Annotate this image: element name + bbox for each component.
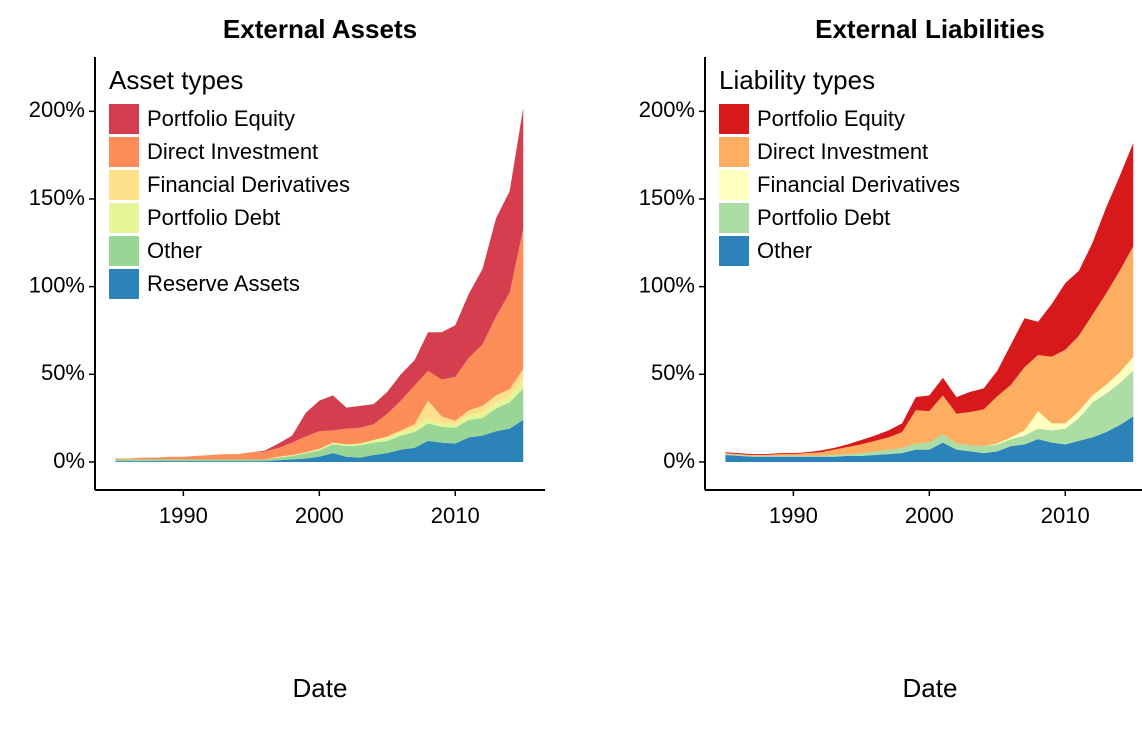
- legend-key: [109, 236, 139, 266]
- area: [725, 370, 1134, 457]
- legend-label: Other: [757, 238, 812, 263]
- legend-key: [719, 203, 749, 233]
- legend-label: Direct Investment: [147, 139, 318, 164]
- legend-label: Other: [147, 238, 202, 263]
- area: [115, 228, 524, 460]
- legend-key: [109, 203, 139, 233]
- legend-key: [109, 269, 139, 299]
- area: [115, 107, 524, 459]
- x-tick-label: 2000: [295, 503, 344, 528]
- legend-label: Portfolio Equity: [147, 106, 295, 131]
- area: [115, 388, 524, 462]
- area: [725, 416, 1134, 462]
- legend-label: Direct Investment: [757, 139, 928, 164]
- legend-key: [109, 137, 139, 167]
- area: [725, 246, 1134, 456]
- chart-title: External Liabilities: [815, 14, 1045, 44]
- x-axis-label: Date: [903, 673, 958, 703]
- legend-label: Portfolio Equity: [757, 106, 905, 131]
- legend-title: Liability types: [719, 65, 875, 95]
- y-tick-label: 100%: [29, 272, 85, 297]
- y-tick-label: 150%: [29, 185, 85, 210]
- area: [725, 356, 1134, 456]
- x-tick-label: 2010: [1041, 503, 1090, 528]
- x-tick-label: 2010: [431, 503, 480, 528]
- y-tick-label: 100%: [639, 272, 695, 297]
- legend-key: [719, 170, 749, 200]
- legend-key: [109, 170, 139, 200]
- x-axis-label: Date: [293, 673, 348, 703]
- legend-label: Portfolio Debt: [757, 205, 890, 230]
- legend-title: Asset types: [109, 65, 243, 95]
- y-tick-label: 50%: [651, 360, 695, 385]
- x-tick-label: 1990: [159, 503, 208, 528]
- legend-key: [719, 104, 749, 134]
- x-tick-label: 2000: [905, 503, 954, 528]
- legend-label: Reserve Assets: [147, 271, 300, 296]
- legend-key: [719, 236, 749, 266]
- y-tick-label: 0%: [663, 448, 695, 473]
- y-tick-label: 0%: [53, 448, 85, 473]
- legend-key: [719, 137, 749, 167]
- legend-label: Financial Derivatives: [147, 172, 350, 197]
- legend-key: [109, 104, 139, 134]
- legend-label: Portfolio Debt: [147, 205, 280, 230]
- y-tick-label: 150%: [639, 185, 695, 210]
- legend-label: Financial Derivatives: [757, 172, 960, 197]
- x-tick-label: 1990: [769, 503, 818, 528]
- area: [115, 419, 524, 462]
- chart-title: External Assets: [223, 14, 417, 44]
- y-tick-label: 50%: [41, 360, 85, 385]
- y-tick-label: 200%: [29, 97, 85, 122]
- y-tick-label: 200%: [639, 97, 695, 122]
